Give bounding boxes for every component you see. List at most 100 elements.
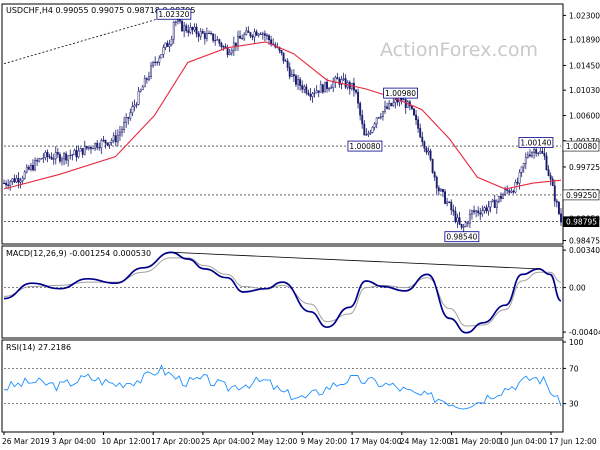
- price-tag-label: 0.98795: [566, 218, 597, 227]
- candle-body: [259, 33, 262, 35]
- candle-body: [251, 35, 254, 38]
- candle-body: [516, 182, 519, 184]
- candle-body: [342, 78, 345, 80]
- candle-body: [392, 102, 395, 107]
- candle-body: [266, 35, 268, 37]
- candle-body: [13, 178, 16, 183]
- candle-body: [439, 189, 442, 192]
- candle-body: [58, 154, 61, 162]
- candle-body: [73, 150, 76, 155]
- candle-body: [410, 105, 413, 110]
- candle-body: [249, 32, 252, 37]
- price-y-tick-label: 0.98475: [569, 237, 600, 246]
- price-y-tick-label: 0.99725: [569, 163, 600, 172]
- x-tick-label: 26 Mar 2019: [2, 437, 50, 446]
- candle-body: [371, 126, 374, 133]
- candle-body: [357, 91, 360, 104]
- candle-body: [379, 116, 382, 118]
- candle-body: [71, 154, 74, 156]
- candle-body: [433, 172, 436, 178]
- candle-body: [419, 128, 422, 138]
- macd-header: MACD(12,26,9) -0.001254 0.000530: [6, 249, 151, 258]
- candle-body: [448, 201, 451, 203]
- candle-body: [133, 104, 136, 107]
- price-annotation-box: [347, 140, 383, 152]
- candle-body: [46, 152, 49, 157]
- candle-body: [106, 142, 109, 146]
- candle-body: [502, 194, 504, 199]
- x-tick-label: 9 May 20:00: [300, 437, 347, 446]
- candle-body: [321, 84, 324, 93]
- candle-body: [464, 222, 467, 227]
- candle-body: [125, 117, 128, 123]
- candle-body: [355, 89, 357, 93]
- candle-body: [475, 210, 478, 213]
- x-tick-label: 31 May 20:00: [450, 437, 502, 446]
- candle-body: [65, 153, 68, 161]
- candle-body: [460, 223, 463, 228]
- candle-body: [102, 139, 105, 141]
- candle-body: [307, 92, 310, 95]
- candle-body: [32, 165, 34, 171]
- candle-body: [491, 199, 494, 202]
- candle-body: [17, 177, 20, 183]
- candle-body: [506, 189, 509, 191]
- candle-body: [27, 166, 30, 170]
- candle-body: [468, 213, 471, 224]
- candle-body: [369, 132, 372, 134]
- x-tick-label: 17 Jun 12:00: [549, 437, 597, 446]
- candle-body: [108, 142, 111, 146]
- candle-body: [292, 74, 295, 77]
- candle-body: [332, 81, 335, 88]
- candle-body: [471, 210, 473, 215]
- candle-body: [528, 154, 531, 157]
- candle-body: [305, 86, 308, 94]
- candle-body: [129, 112, 132, 119]
- candle-body: [290, 74, 293, 77]
- candle-body: [172, 21, 175, 40]
- candle-body: [479, 212, 482, 215]
- rsi-header: RSI(14) 27.2186: [6, 343, 71, 352]
- candle-body: [458, 217, 461, 225]
- candle-body: [450, 201, 453, 211]
- candle-body: [87, 146, 90, 149]
- macd-panel-frame: [1, 245, 564, 339]
- candle-body: [253, 31, 256, 38]
- candle-body: [181, 20, 184, 32]
- candle-body: [295, 75, 297, 85]
- candle-body: [518, 172, 521, 184]
- candle-body: [147, 76, 150, 80]
- candle-body: [388, 102, 391, 109]
- candle-body: [452, 209, 455, 212]
- candle-body: [545, 155, 548, 170]
- candle-body: [286, 60, 289, 68]
- candle-body: [94, 142, 97, 149]
- price-tag-box: [562, 189, 600, 201]
- price-y-tick-label: 1.01890: [569, 36, 600, 45]
- candle-body: [338, 78, 341, 85]
- macd-main-line: [3, 251, 562, 334]
- candle-body: [193, 26, 196, 31]
- candle-body: [23, 171, 26, 179]
- candle-body: [315, 90, 318, 94]
- macd-trendline: [173, 252, 539, 270]
- candle-body: [520, 166, 523, 173]
- candle-body: [226, 47, 229, 55]
- candle-body: [504, 189, 507, 195]
- candle-body: [199, 31, 202, 37]
- candle-body: [83, 145, 86, 155]
- candle-body: [85, 145, 88, 149]
- candle-body: [446, 201, 449, 204]
- candle-body: [29, 165, 32, 170]
- candle-body: [394, 99, 397, 104]
- candle-body: [429, 150, 432, 160]
- candle-body: [317, 90, 320, 93]
- macd-layer: [3, 251, 562, 334]
- candle-body: [282, 52, 285, 62]
- candle-body: [297, 79, 299, 85]
- candle-body: [201, 31, 204, 34]
- candle-body: [191, 27, 194, 31]
- candle-body: [549, 175, 552, 180]
- candle-body: [344, 78, 347, 88]
